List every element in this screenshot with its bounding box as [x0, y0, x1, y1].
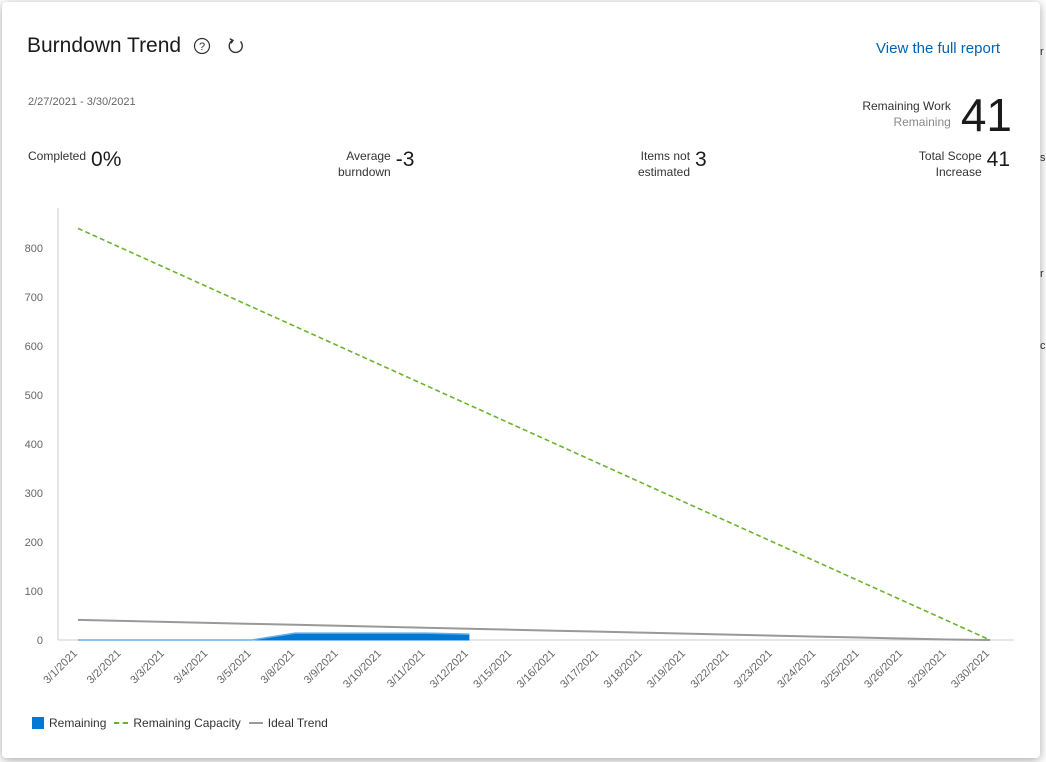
y-tick-label: 600: [25, 341, 43, 353]
x-tick-label: 3/23/2021: [732, 648, 775, 691]
x-tick-label: 3/16/2021: [515, 648, 558, 691]
stat-total-scope-label: Total Scope: [918, 149, 982, 163]
remaining-capacity-line: [77, 227, 991, 641]
background-fragment: r: [1040, 268, 1044, 280]
page-title: Burndown Trend: [27, 34, 182, 57]
x-tick-label: 3/4/2021: [172, 648, 211, 687]
background-fragment: c: [1040, 340, 1046, 352]
stat-items-not-estimated-label: Items not: [640, 149, 691, 163]
stat-total-scope-label: Increase: [935, 165, 982, 179]
view-full-report-link[interactable]: View the full report: [876, 40, 1000, 57]
legend-swatch-ideal-trend: [248, 722, 263, 724]
legend-item-remaining-capacity[interactable]: Remaining Capacity: [114, 716, 241, 730]
remaining-work-label: Remaining Work: [862, 99, 951, 113]
legend-label-ideal-trend: Ideal Trend: [267, 716, 328, 730]
y-tick-label: 300: [25, 488, 43, 500]
x-tick-label: 3/19/2021: [645, 648, 688, 691]
remaining-work-value: 41: [960, 89, 1012, 141]
y-tick-label: 800: [25, 243, 43, 255]
legend-swatch-remaining-capacity: [114, 722, 129, 724]
remaining-work-sublabel: Remaining: [893, 115, 951, 129]
help-circle-icon[interactable]: ?: [192, 36, 212, 56]
ideal-trend-line: [77, 618, 991, 641]
stat-items-not-estimated-label: estimated: [638, 165, 691, 179]
y-tick-label: 100: [25, 586, 43, 598]
stat-items-not-estimated-value: 3: [695, 148, 707, 171]
x-tick-label: 3/18/2021: [602, 648, 645, 691]
x-tick-label: 3/15/2021: [471, 648, 514, 691]
x-tick-label: 3/11/2021: [385, 648, 428, 691]
y-tick-label: 400: [25, 439, 43, 451]
legend-item-remaining[interactable]: Remaining: [32, 716, 106, 730]
x-tick-label: 3/29/2021: [906, 648, 949, 691]
stat-items-not-estimated: Items not estimated 3: [638, 148, 707, 180]
refresh-icon[interactable]: [226, 36, 246, 56]
y-tick-label: 0: [37, 635, 43, 647]
x-tick-label: 3/25/2021: [819, 648, 862, 691]
y-tick-label: 700: [25, 292, 43, 304]
y-tick-label: 200: [25, 537, 43, 549]
svg-text:?: ?: [199, 41, 205, 53]
stat-average-burndown-value: -3: [395, 148, 415, 171]
legend-label-remaining-capacity: Remaining Capacity: [133, 716, 241, 730]
background-fragment: s: [1040, 152, 1046, 164]
stat-average-burndown: Average burndown -3: [338, 148, 414, 180]
x-tick-label: 3/1/2021: [41, 648, 80, 687]
stat-average-burndown-label: burndown: [338, 165, 391, 179]
stat-average-burndown-label: Average: [346, 149, 391, 163]
burndown-chart: 0 100 200 300 400 500 600 700 800 3/1/2021 3/2/202…: [25, 208, 1014, 691]
stat-completed: Completed 0%: [28, 148, 121, 172]
x-tick-label: 3/8/2021: [258, 648, 297, 687]
stat-completed-value: 0%: [91, 148, 122, 171]
x-tick-label: 3/2/2021: [85, 648, 124, 687]
legend-swatch-remaining: [32, 717, 44, 729]
date-range: 2/27/2021 - 3/30/2021: [28, 96, 136, 108]
x-tick-label: 3/26/2021: [862, 648, 905, 691]
background-fragment: r: [1040, 46, 1044, 58]
stat-completed-label: Completed: [28, 149, 87, 163]
chart-legend: Remaining Remaining Capacity Ideal Trend: [32, 716, 336, 730]
stat-total-scope-increase: Total Scope Increase 41: [919, 148, 1010, 180]
x-tick-label: 3/30/2021: [949, 648, 992, 691]
stat-total-scope-value: 41: [986, 148, 1010, 171]
remaining-line: [78, 632, 469, 641]
y-tick-label: 500: [25, 390, 43, 402]
x-tick-label: 3/12/2021: [428, 648, 471, 691]
x-tick-label: 3/9/2021: [302, 648, 341, 687]
x-tick-label: 3/24/2021: [775, 648, 818, 691]
remaining-work-summary: Remaining Work Remaining 41: [862, 90, 1012, 140]
x-tick-label: 3/5/2021: [215, 648, 254, 687]
legend-item-ideal-trend[interactable]: Ideal Trend: [248, 716, 328, 730]
x-tick-label: 3/17/2021: [558, 648, 601, 691]
x-tick-label: 3/10/2021: [341, 648, 384, 691]
x-tick-label: 3/3/2021: [128, 648, 167, 687]
x-tick-label: 3/22/2021: [688, 648, 731, 691]
legend-label-remaining: Remaining: [49, 716, 107, 730]
